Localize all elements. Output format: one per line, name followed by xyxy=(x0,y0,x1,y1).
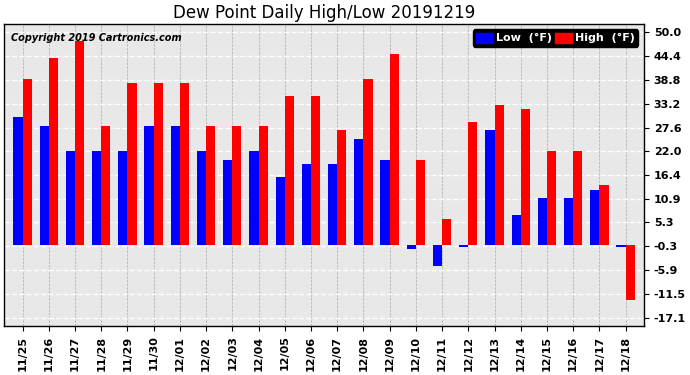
Bar xyxy=(75,41,84,245)
Bar xyxy=(233,126,241,245)
Bar xyxy=(302,164,311,245)
Bar xyxy=(259,126,268,245)
Bar xyxy=(406,245,416,249)
Bar xyxy=(564,198,573,245)
Bar xyxy=(380,160,390,245)
Bar xyxy=(249,152,259,245)
Bar xyxy=(337,130,346,245)
Bar xyxy=(66,152,75,245)
Bar xyxy=(573,152,582,245)
Bar xyxy=(511,215,521,245)
Bar xyxy=(206,126,215,245)
Bar xyxy=(197,152,206,245)
Bar xyxy=(364,79,373,245)
Bar xyxy=(128,83,137,245)
Bar xyxy=(433,245,442,266)
Bar xyxy=(92,152,101,245)
Bar xyxy=(626,245,635,300)
Bar xyxy=(39,126,49,245)
Title: Dew Point Daily High/Low 20191219: Dew Point Daily High/Low 20191219 xyxy=(173,4,475,22)
Bar xyxy=(49,58,58,245)
Bar xyxy=(469,122,477,245)
Bar xyxy=(459,245,469,247)
Bar xyxy=(223,160,233,245)
Bar xyxy=(538,198,547,245)
Bar xyxy=(354,139,364,245)
Bar xyxy=(495,105,504,245)
Bar xyxy=(275,177,285,245)
Bar xyxy=(485,130,495,245)
Bar xyxy=(285,96,294,245)
Bar xyxy=(442,219,451,245)
Bar xyxy=(600,185,609,245)
Bar xyxy=(13,117,23,245)
Bar xyxy=(170,126,180,245)
Legend: Low  (°F), High  (°F): Low (°F), High (°F) xyxy=(473,29,638,47)
Bar xyxy=(23,79,32,245)
Bar xyxy=(311,96,320,245)
Bar xyxy=(616,245,626,247)
Bar xyxy=(180,83,189,245)
Bar xyxy=(328,164,337,245)
Bar xyxy=(101,126,110,245)
Bar xyxy=(390,54,399,245)
Bar xyxy=(521,109,530,245)
Bar xyxy=(154,83,163,245)
Text: Copyright 2019 Cartronics.com: Copyright 2019 Cartronics.com xyxy=(10,33,181,43)
Bar xyxy=(416,160,425,245)
Bar xyxy=(590,190,600,245)
Bar xyxy=(118,152,128,245)
Bar xyxy=(144,126,154,245)
Bar xyxy=(547,152,556,245)
